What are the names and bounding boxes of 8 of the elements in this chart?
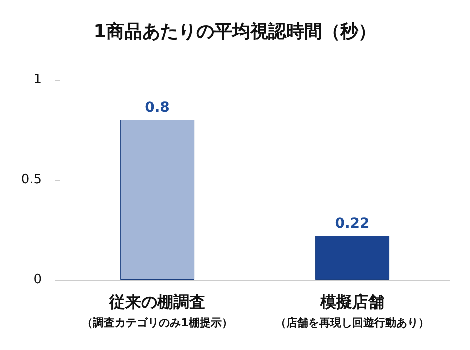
data-label: 0.8 bbox=[145, 100, 170, 116]
x-tick-label: 模擬店舗（店舗を再現し回遊行動あり） bbox=[276, 292, 430, 330]
data-label: 0.22 bbox=[335, 216, 370, 232]
y-tick-label: 1 bbox=[34, 72, 42, 88]
y-tick-label: 0.5 bbox=[21, 172, 42, 188]
chart-title: 1商品あたりの平均視認時間（秒） bbox=[94, 22, 376, 42]
x-tick-label: 従来の棚調査（調査カテゴリのみ1棚提示） bbox=[82, 292, 233, 330]
y-tick-label: 0 bbox=[34, 272, 42, 288]
